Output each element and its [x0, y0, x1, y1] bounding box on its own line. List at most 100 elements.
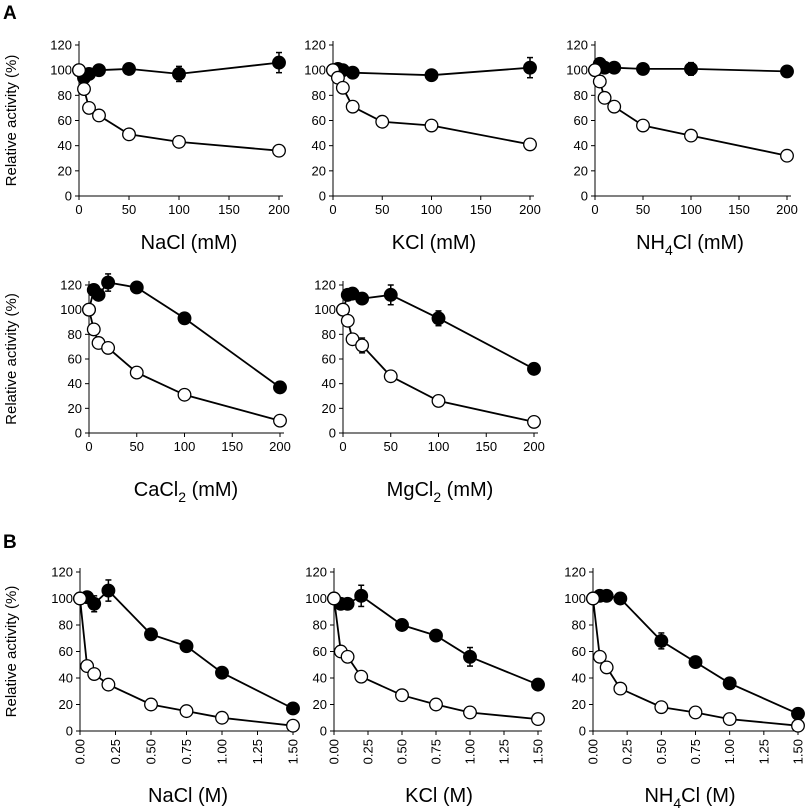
y-axis-title: Relative activity (%) [3, 586, 20, 718]
series-line-open [88, 309, 281, 422]
data-point-open [272, 143, 286, 158]
x-tick-label: 200 [523, 439, 545, 454]
data-point-filled [395, 618, 409, 632]
data-point-open [345, 332, 360, 347]
data-point-open [82, 302, 96, 317]
data-point-open [531, 712, 545, 727]
y-tick-label: 60 [313, 644, 327, 659]
data-point-filled [101, 275, 116, 290]
chart-7: 0 20 40 60 80 100 120 0.00 0.25 0.50 0.75 1.00 1.25 1… [564, 565, 805, 812]
y-tick-label: 60 [574, 113, 588, 128]
y-tick-label: 20 [59, 697, 73, 712]
x-tick-label: 0.50 [654, 739, 669, 764]
data-point-open [424, 118, 439, 133]
data-point-open [383, 369, 398, 384]
x-tick-label: 0.75 [688, 739, 703, 764]
x-tick-label: 200 [519, 202, 541, 217]
y-tick-label: 40 [572, 671, 586, 686]
y-tick-label: 0 [329, 426, 336, 441]
data-point-filled [272, 55, 286, 70]
data-point-filled [273, 380, 287, 395]
y-tick-label: 80 [313, 618, 327, 633]
chart-4: 0 20 40 60 80 100 120 0 50 100 150 200 MgCl2 (mM) [314, 278, 545, 506]
data-point-filled [345, 65, 360, 80]
y-tick-label: 100 [304, 63, 326, 78]
y-tick-label: 40 [312, 138, 326, 153]
y-tick-label: 20 [322, 401, 336, 416]
y-tick-label: 40 [574, 138, 588, 153]
panel-letter-a: A [3, 3, 17, 24]
data-point-filled [780, 64, 794, 79]
data-point-open [607, 99, 622, 114]
y-tick-label: 100 [51, 591, 73, 606]
x-tick-label: 0 [339, 439, 346, 454]
chart-3: 0 20 40 60 80 100 120 0 50 100 150 200 Relative acti… [3, 273, 291, 505]
y-tick-label: 20 [68, 401, 82, 416]
data-point-open [179, 704, 194, 719]
data-point-open [527, 414, 541, 429]
x-tick-label: 0.75 [429, 739, 444, 764]
data-point-open [599, 660, 614, 675]
data-point-open [101, 340, 116, 355]
x-axis-title: KCl (mM) [392, 232, 476, 254]
y-tick-label: 120 [564, 565, 586, 580]
data-point-filled [354, 588, 369, 603]
data-point-filled [636, 61, 650, 76]
data-point-filled [129, 280, 144, 295]
x-axis-title: KCl (M) [405, 785, 473, 807]
x-tick-label: 150 [475, 439, 497, 454]
data-point-open [613, 681, 628, 696]
data-point-filled [684, 61, 698, 76]
y-tick-label: 40 [58, 138, 72, 153]
x-tick-label: 100 [174, 439, 196, 454]
data-point-open [597, 90, 612, 105]
data-point-filled [527, 361, 541, 376]
y-tick-label: 60 [58, 113, 72, 128]
y-tick-label: 80 [572, 618, 586, 633]
data-point-filled [531, 677, 545, 692]
data-point-open [345, 99, 360, 114]
y-tick-label: 60 [312, 113, 326, 128]
data-point-open [86, 322, 101, 337]
data-point-filled [355, 291, 370, 306]
data-point-open [122, 127, 136, 142]
x-axis-title: MgCl2 (mM) [387, 479, 494, 505]
data-point-open [395, 688, 409, 703]
data-point-open [355, 338, 370, 353]
x-tick-label: 0.25 [620, 739, 635, 764]
x-tick-label: 150 [218, 202, 240, 217]
x-tick-label: 0 [85, 439, 92, 454]
x-tick-label: 150 [728, 202, 750, 217]
data-point-filled [286, 701, 300, 716]
y-tick-label: 120 [304, 38, 326, 53]
x-tick-label: 0.25 [108, 739, 123, 764]
y-tick-label: 80 [59, 618, 73, 633]
data-point-open [77, 82, 91, 96]
x-tick-label: 0 [329, 202, 336, 217]
y-tick-label: 40 [313, 671, 327, 686]
data-point-filled [92, 63, 106, 78]
y-tick-label: 40 [322, 376, 336, 391]
data-point-filled [177, 311, 192, 326]
y-tick-label: 100 [60, 302, 82, 317]
data-point-filled [172, 66, 186, 81]
x-tick-label: 100 [421, 202, 443, 217]
data-point-open [636, 118, 650, 133]
data-point-open [592, 649, 607, 664]
x-tick-label: 0.75 [179, 739, 194, 764]
x-tick-label: 0.25 [361, 739, 376, 764]
data-point-open [688, 705, 703, 720]
y-tick-label: 0 [581, 189, 588, 204]
data-point-filled [654, 633, 669, 648]
data-point-open [177, 387, 192, 402]
x-tick-label: 200 [268, 202, 290, 217]
x-axis-title: NH4Cl (mM) [636, 232, 744, 258]
data-point-open [144, 697, 158, 712]
data-point-filled [101, 583, 116, 598]
data-point-filled [383, 287, 398, 302]
data-point-filled [613, 591, 628, 606]
x-tick-label: 1.50 [531, 739, 546, 764]
data-point-open [340, 313, 355, 328]
series-line-filled [342, 292, 535, 370]
data-point-open [780, 148, 794, 163]
